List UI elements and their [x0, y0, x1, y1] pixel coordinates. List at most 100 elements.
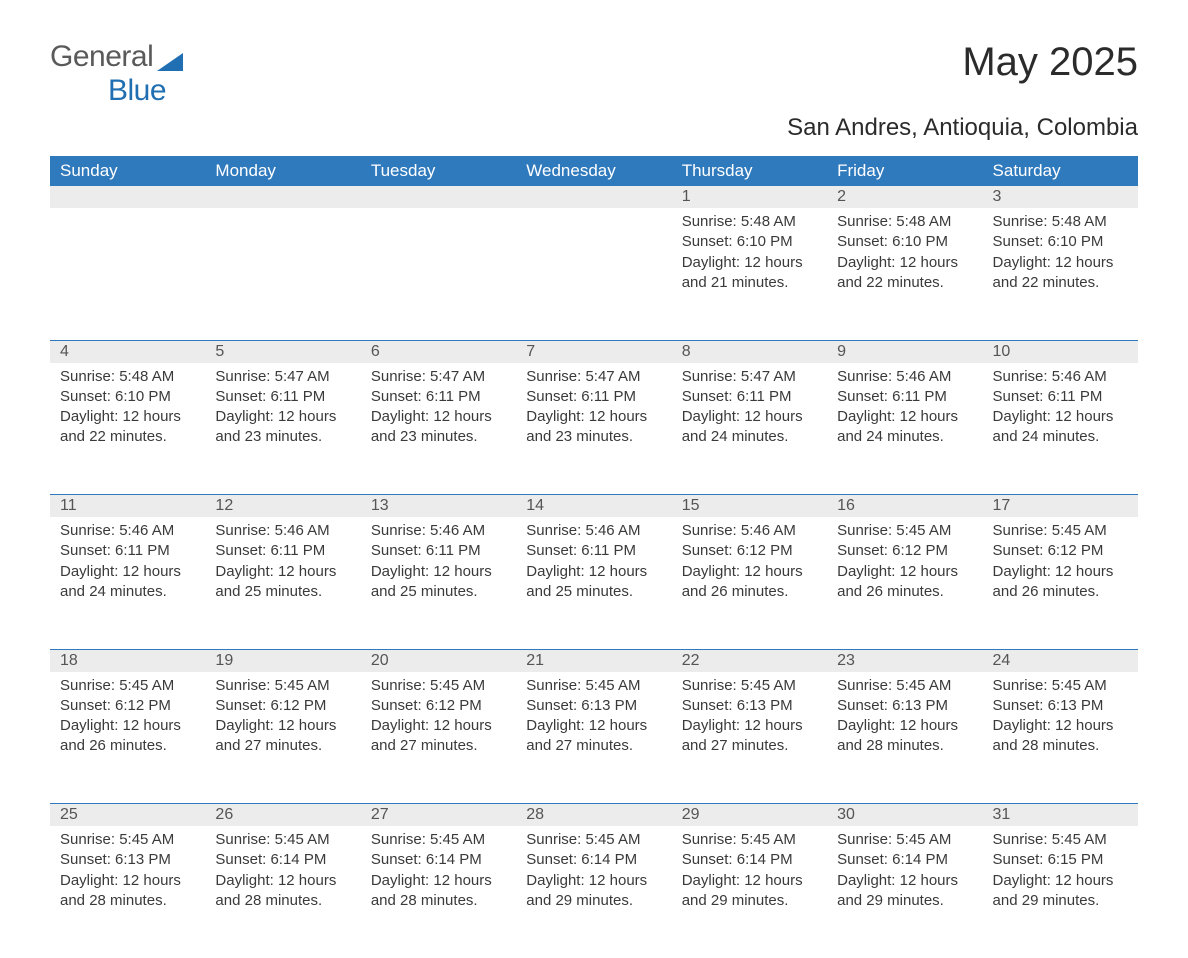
- brand-logo: GeneralBlue: [50, 40, 187, 108]
- daylight-line: Daylight: 12 hours and 24 minutes.: [993, 407, 1128, 448]
- day-number-cell: 24: [983, 649, 1138, 672]
- sunset-line: Sunset: 6:15 PM: [993, 850, 1128, 870]
- daynum-row: 45678910: [50, 340, 1138, 363]
- day-content-cell: Sunrise: 5:47 AMSunset: 6:11 PMDaylight:…: [361, 363, 516, 495]
- daynum-row: 11121314151617: [50, 495, 1138, 518]
- daylight-line: Daylight: 12 hours and 22 minutes.: [837, 253, 972, 294]
- sunset-line: Sunset: 6:14 PM: [371, 850, 506, 870]
- day-number-cell: 16: [827, 495, 982, 518]
- day-number-cell: 21: [516, 649, 671, 672]
- day-content-cell: Sunrise: 5:46 AMSunset: 6:11 PMDaylight:…: [50, 517, 205, 649]
- weekday-header-row: Sunday Monday Tuesday Wednesday Thursday…: [50, 156, 1138, 186]
- page-title: May 2025: [962, 40, 1138, 85]
- weekday-header: Sunday: [50, 156, 205, 186]
- day-content-cell: Sunrise: 5:48 AMSunset: 6:10 PMDaylight:…: [983, 208, 1138, 340]
- day-number-cell: 23: [827, 649, 982, 672]
- sunrise-line: Sunrise: 5:46 AM: [993, 367, 1128, 387]
- content-row: Sunrise: 5:48 AMSunset: 6:10 PMDaylight:…: [50, 208, 1138, 340]
- day-number-cell: 1: [672, 186, 827, 208]
- sail-icon: [155, 47, 185, 69]
- weekday-header: Wednesday: [516, 156, 671, 186]
- daynum-row: 25262728293031: [50, 804, 1138, 827]
- day-number-cell: 9: [827, 340, 982, 363]
- sunrise-line: Sunrise: 5:45 AM: [837, 830, 972, 850]
- day-number-cell: 17: [983, 495, 1138, 518]
- brand-text: GeneralBlue: [50, 40, 187, 108]
- sunrise-line: Sunrise: 5:45 AM: [60, 830, 195, 850]
- day-content-cell: [516, 208, 671, 340]
- day-number-cell: 7: [516, 340, 671, 363]
- daylight-line: Daylight: 12 hours and 28 minutes.: [993, 716, 1128, 757]
- daylight-line: Daylight: 12 hours and 22 minutes.: [993, 253, 1128, 294]
- sunset-line: Sunset: 6:11 PM: [60, 541, 195, 561]
- sunset-line: Sunset: 6:12 PM: [60, 696, 195, 716]
- weekday-header: Thursday: [672, 156, 827, 186]
- daynum-row: 18192021222324: [50, 649, 1138, 672]
- daylight-line: Daylight: 12 hours and 26 minutes.: [993, 562, 1128, 603]
- sunrise-line: Sunrise: 5:46 AM: [60, 521, 195, 541]
- daylight-line: Daylight: 12 hours and 28 minutes.: [837, 716, 972, 757]
- sunset-line: Sunset: 6:11 PM: [526, 541, 661, 561]
- sunrise-line: Sunrise: 5:48 AM: [837, 212, 972, 232]
- sunset-line: Sunset: 6:10 PM: [682, 232, 817, 252]
- daylight-line: Daylight: 12 hours and 25 minutes.: [371, 562, 506, 603]
- daylight-line: Daylight: 12 hours and 23 minutes.: [526, 407, 661, 448]
- daylight-line: Daylight: 12 hours and 26 minutes.: [60, 716, 195, 757]
- brand-part2: Blue: [108, 74, 166, 107]
- sunset-line: Sunset: 6:12 PM: [837, 541, 972, 561]
- sunset-line: Sunset: 6:11 PM: [215, 541, 350, 561]
- day-content-cell: Sunrise: 5:45 AMSunset: 6:13 PMDaylight:…: [516, 672, 671, 804]
- sunrise-line: Sunrise: 5:45 AM: [993, 676, 1128, 696]
- sunrise-line: Sunrise: 5:47 AM: [215, 367, 350, 387]
- daylight-line: Daylight: 12 hours and 29 minutes.: [682, 871, 817, 912]
- brand-part1: General: [50, 40, 153, 73]
- day-content-cell: Sunrise: 5:46 AMSunset: 6:11 PMDaylight:…: [361, 517, 516, 649]
- sunset-line: Sunset: 6:10 PM: [60, 387, 195, 407]
- sunset-line: Sunset: 6:10 PM: [837, 232, 972, 252]
- day-number-cell: 14: [516, 495, 671, 518]
- sunset-line: Sunset: 6:10 PM: [993, 232, 1128, 252]
- sunset-line: Sunset: 6:11 PM: [993, 387, 1128, 407]
- day-number-cell: 10: [983, 340, 1138, 363]
- sunrise-line: Sunrise: 5:45 AM: [215, 830, 350, 850]
- daylight-line: Daylight: 12 hours and 27 minutes.: [682, 716, 817, 757]
- weekday-header: Saturday: [983, 156, 1138, 186]
- sunrise-line: Sunrise: 5:45 AM: [60, 676, 195, 696]
- day-number-cell: 4: [50, 340, 205, 363]
- day-content-cell: Sunrise: 5:45 AMSunset: 6:12 PMDaylight:…: [361, 672, 516, 804]
- daylight-line: Daylight: 12 hours and 29 minutes.: [837, 871, 972, 912]
- sunrise-line: Sunrise: 5:45 AM: [682, 830, 817, 850]
- sunrise-line: Sunrise: 5:46 AM: [526, 521, 661, 541]
- page-header: GeneralBlue May 2025: [50, 40, 1138, 108]
- daylight-line: Daylight: 12 hours and 25 minutes.: [526, 562, 661, 603]
- day-number-cell: 20: [361, 649, 516, 672]
- day-number-cell: 25: [50, 804, 205, 827]
- calendar-body: 123Sunrise: 5:48 AMSunset: 6:10 PMDaylig…: [50, 186, 1138, 958]
- sunrise-line: Sunrise: 5:47 AM: [682, 367, 817, 387]
- sunset-line: Sunset: 6:11 PM: [837, 387, 972, 407]
- day-content-cell: Sunrise: 5:46 AMSunset: 6:11 PMDaylight:…: [827, 363, 982, 495]
- day-content-cell: [50, 208, 205, 340]
- daylight-line: Daylight: 12 hours and 23 minutes.: [215, 407, 350, 448]
- daylight-line: Daylight: 12 hours and 27 minutes.: [371, 716, 506, 757]
- day-number-cell: 3: [983, 186, 1138, 208]
- sunset-line: Sunset: 6:14 PM: [215, 850, 350, 870]
- sunset-line: Sunset: 6:12 PM: [215, 696, 350, 716]
- calendar-table: Sunday Monday Tuesday Wednesday Thursday…: [50, 156, 1138, 958]
- day-number-cell: 19: [205, 649, 360, 672]
- daylight-line: Daylight: 12 hours and 24 minutes.: [837, 407, 972, 448]
- day-number-cell: 27: [361, 804, 516, 827]
- day-number-cell: 18: [50, 649, 205, 672]
- sunrise-line: Sunrise: 5:45 AM: [993, 521, 1128, 541]
- daylight-line: Daylight: 12 hours and 24 minutes.: [682, 407, 817, 448]
- day-number-cell: 8: [672, 340, 827, 363]
- sunset-line: Sunset: 6:12 PM: [993, 541, 1128, 561]
- content-row: Sunrise: 5:45 AMSunset: 6:12 PMDaylight:…: [50, 672, 1138, 804]
- sunset-line: Sunset: 6:11 PM: [682, 387, 817, 407]
- day-number-cell: [361, 186, 516, 208]
- sunset-line: Sunset: 6:11 PM: [371, 387, 506, 407]
- daylight-line: Daylight: 12 hours and 21 minutes.: [682, 253, 817, 294]
- weekday-header: Monday: [205, 156, 360, 186]
- daylight-line: Daylight: 12 hours and 28 minutes.: [60, 871, 195, 912]
- sunrise-line: Sunrise: 5:46 AM: [371, 521, 506, 541]
